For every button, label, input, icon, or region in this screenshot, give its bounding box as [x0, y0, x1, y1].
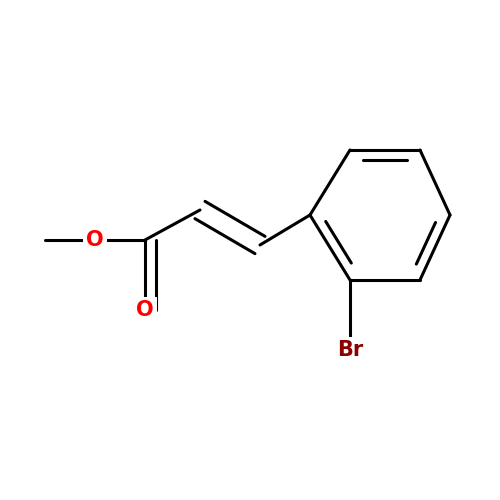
Text: Br: Br [337, 340, 363, 360]
Text: O: O [136, 300, 154, 320]
Text: O: O [86, 230, 104, 250]
